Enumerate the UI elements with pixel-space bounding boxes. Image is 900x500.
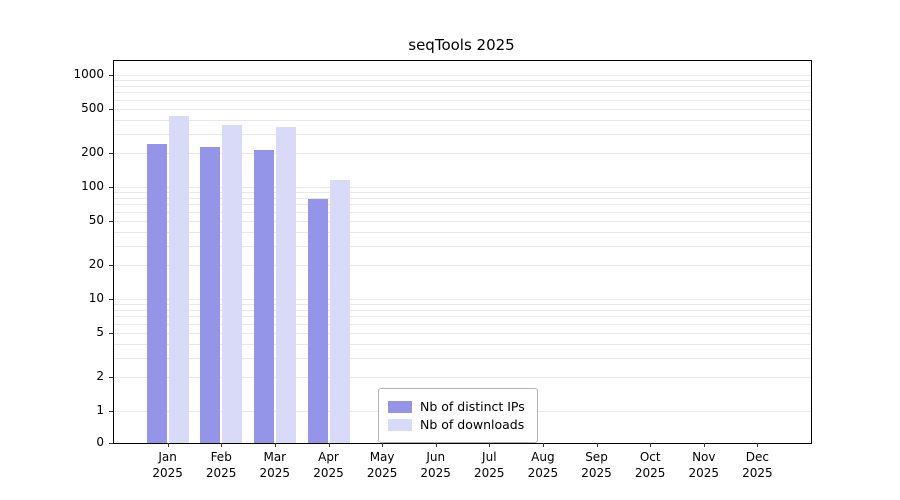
x-axis-tick-label: Jul 2025 — [474, 450, 505, 481]
x-axis-tick — [274, 443, 276, 447]
x-axis-tick — [221, 443, 223, 447]
y-axis-tick — [109, 75, 113, 76]
bar-distinct-ips-apr — [307, 199, 328, 443]
gridline — [114, 85, 811, 87]
x-axis-tick-label: Jan 2025 — [152, 450, 183, 481]
x-axis-tick-label: Dec 2025 — [742, 450, 773, 481]
x-axis-tick-label: Nov 2025 — [688, 450, 720, 481]
gridline — [114, 343, 811, 345]
plot-area: 0 1 2 5 10 20 50 100 200 500 1000 Jan 2025 Feb 2025 Mar… — [73, 60, 812, 480]
x-axis-tick — [167, 443, 169, 447]
x-axis-tick — [328, 443, 330, 447]
y-axis-tick-label: 1000 — [73, 67, 104, 81]
chart-title: seqTools 2025 — [408, 36, 515, 54]
x-axis-tick-label: May 2025 — [366, 450, 398, 481]
x-axis-tick-label: Feb 2025 — [205, 450, 237, 481]
x-axis-tick-label: Jun 2025 — [420, 450, 451, 481]
y-axis-tick-label: 1 — [96, 403, 104, 417]
legend-label: Nb of downloads — [420, 417, 525, 432]
x-axis-tick-label: Mar 2025 — [259, 450, 291, 481]
bar-downloads-jan — [168, 116, 189, 443]
gridline — [114, 299, 811, 300]
y-axis-tick — [109, 153, 113, 155]
gridline — [114, 197, 811, 199]
gridline — [114, 304, 811, 306]
gridline — [114, 265, 811, 267]
x-axis-tick — [382, 443, 384, 447]
legend-swatch-icon — [388, 418, 412, 431]
y-axis-tick-label: 500 — [81, 100, 104, 115]
y-axis-tick — [109, 265, 113, 267]
gridline — [114, 357, 811, 359]
gridline — [114, 80, 811, 82]
y-axis-tick — [109, 332, 113, 334]
bar-downloads-apr — [329, 180, 350, 443]
y-axis-tick-label: 50 — [88, 212, 104, 227]
y-axis-tick-label: 0 — [96, 435, 104, 449]
y-axis-tick — [109, 108, 113, 110]
gridline — [114, 192, 811, 194]
legend-swatch-icon — [388, 400, 412, 413]
y-axis-tick — [109, 377, 113, 379]
gridline — [114, 108, 811, 110]
gridline — [114, 323, 811, 325]
x-axis-tick — [757, 443, 759, 447]
gridline — [114, 119, 811, 121]
bar-downloads-feb — [222, 125, 243, 443]
bar-distinct-ips-feb — [200, 146, 221, 443]
legend-item: Nb of distinct IPs — [388, 399, 525, 414]
y-axis-tick-label: 100 — [81, 179, 104, 193]
x-axis-tick — [703, 443, 705, 447]
x-axis-tick-label: Aug 2025 — [527, 450, 559, 481]
y-axis-tick — [109, 411, 113, 412]
gridline — [114, 75, 811, 76]
x-axis-tick-label: Sep 2025 — [581, 450, 612, 481]
y-axis-tick-label: 2 — [96, 369, 104, 384]
gridline — [114, 377, 811, 379]
gridline — [114, 332, 811, 334]
y-axis-tick — [109, 187, 113, 188]
legend-item: Nb of downloads — [388, 417, 525, 432]
gridline — [114, 245, 811, 247]
x-axis-tick — [596, 443, 598, 447]
y-axis-tick-label: 5 — [96, 324, 104, 339]
y-axis-tick — [109, 299, 113, 300]
bar-distinct-ips-jan — [146, 144, 167, 443]
x-axis-tick — [542, 443, 544, 447]
gridline — [114, 220, 811, 222]
x-axis-tick-label: Apr 2025 — [313, 450, 344, 481]
y-axis-tick — [109, 220, 113, 222]
bar-distinct-ips-mar — [253, 149, 274, 443]
gridline — [114, 231, 811, 233]
y-axis-tick-label: 200 — [81, 145, 104, 160]
y-axis-tick-label: 20 — [88, 257, 104, 272]
x-axis-tick — [435, 443, 437, 447]
gridline — [114, 92, 811, 94]
y-axis-tick — [109, 443, 113, 444]
y-axis-tick-label: 10 — [88, 291, 104, 305]
x-axis-tick-label: Oct 2025 — [634, 450, 666, 481]
gridline — [114, 316, 811, 318]
gridline — [114, 153, 811, 155]
gridline — [114, 187, 811, 188]
x-axis-tick — [489, 443, 491, 447]
gridline — [114, 211, 811, 213]
legend-label: Nb of distinct IPs — [420, 399, 525, 414]
bar-downloads-mar — [275, 126, 296, 443]
gridline — [114, 99, 811, 101]
x-axis-tick — [650, 443, 652, 447]
gridline — [114, 204, 811, 206]
gridline — [114, 133, 811, 135]
legend: Nb of distinct IPs Nb of downloads — [378, 388, 538, 443]
gridline — [114, 309, 811, 311]
